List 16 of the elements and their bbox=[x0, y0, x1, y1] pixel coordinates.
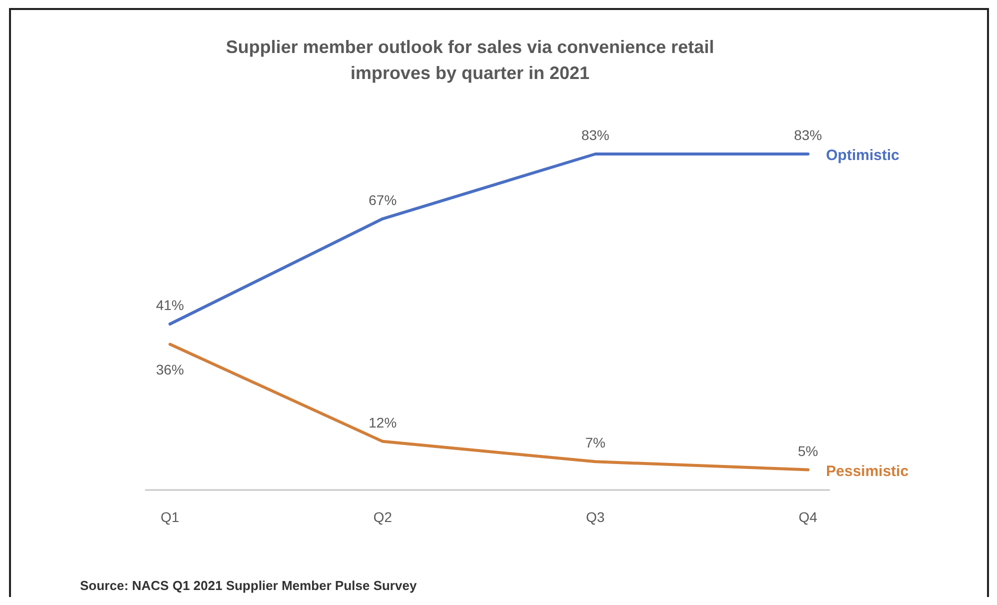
x-tick-label: Q4 bbox=[798, 509, 818, 525]
series-label: Pessimistic bbox=[826, 462, 909, 480]
x-tick-label: Q1 bbox=[160, 509, 180, 525]
source-note: Source: NACS Q1 2021 Supplier Member Pulse Survey bbox=[80, 578, 418, 593]
data-label: 41% bbox=[156, 297, 184, 314]
series-label: Optimistic bbox=[826, 147, 900, 164]
data-label: 12% bbox=[368, 414, 397, 430]
chart-title: Supplier member outlook for sales via convenience retail improves by quarter in 2021 bbox=[226, 37, 714, 83]
data-label: 5% bbox=[798, 442, 818, 459]
x-tick-label: Q3 bbox=[586, 509, 605, 525]
data-label: 36% bbox=[156, 361, 184, 378]
data-label: 83% bbox=[794, 127, 822, 143]
x-tick-label: Q2 bbox=[373, 509, 392, 525]
data-label: 7% bbox=[585, 434, 606, 451]
data-label: 83% bbox=[581, 127, 610, 143]
data-label: 67% bbox=[368, 192, 397, 208]
